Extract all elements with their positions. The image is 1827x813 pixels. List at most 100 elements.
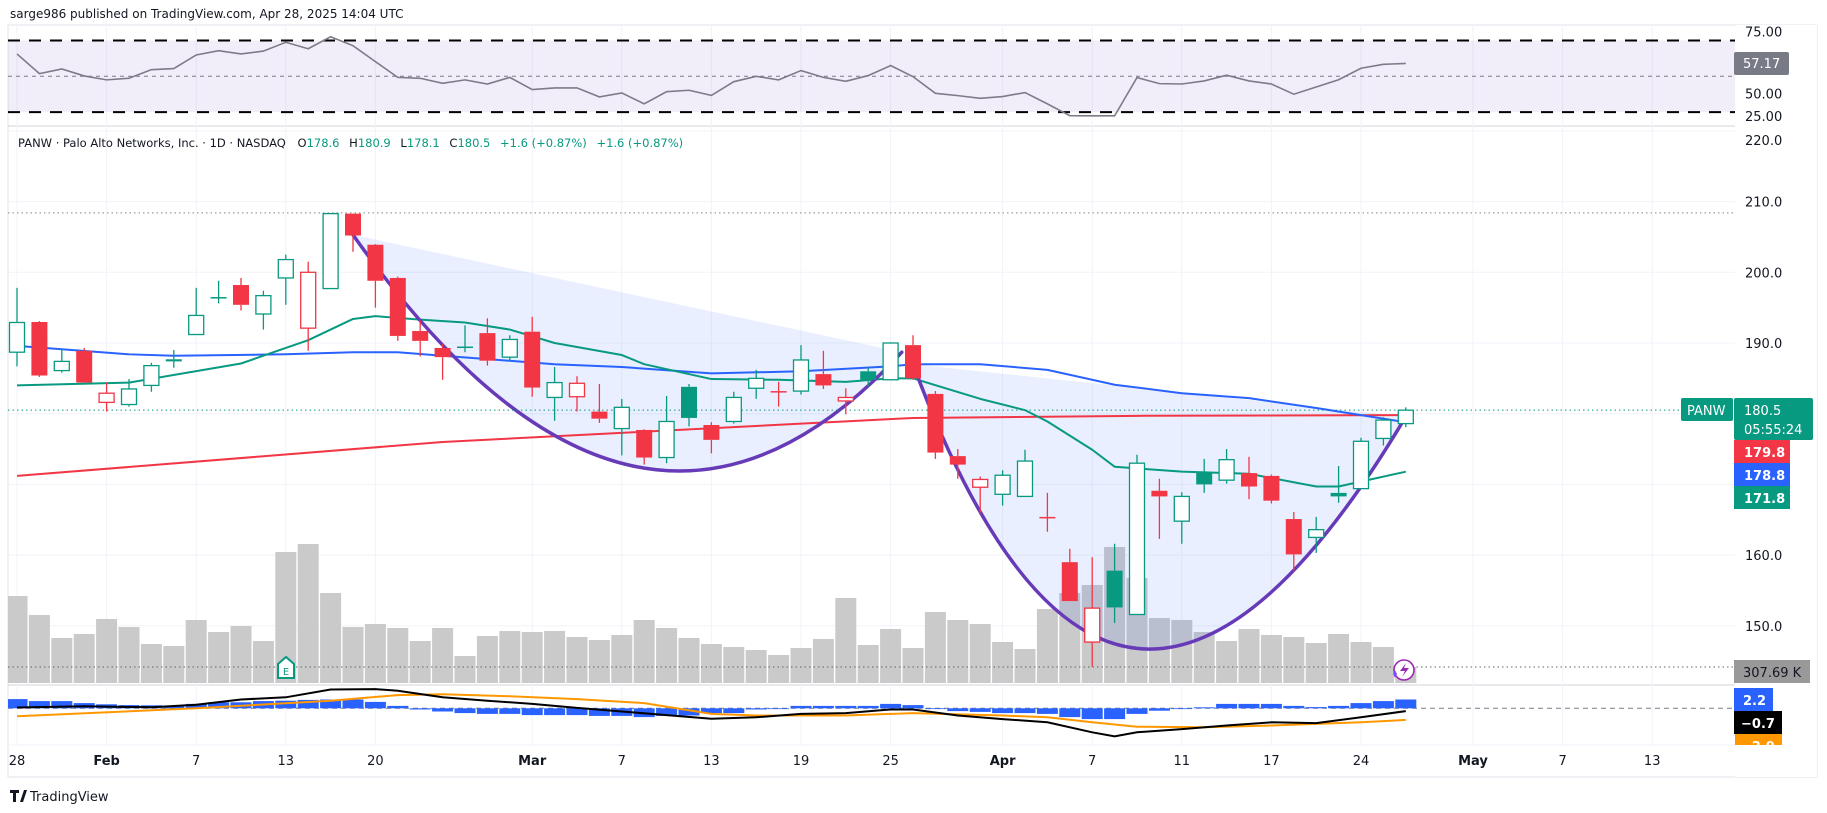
- candle[interactable]: [389, 276, 406, 341]
- macd-histogram-bar: [947, 708, 969, 712]
- candle[interactable]: [1196, 458, 1213, 493]
- candle[interactable]: [188, 287, 205, 336]
- time-axis[interactable]: 28Feb71320Mar7131925Apr7111724May7131: [9, 754, 1746, 769]
- candle-body: [613, 406, 630, 430]
- time-axis-label: 7: [1558, 754, 1566, 769]
- macd-histogram-bar: [51, 701, 73, 709]
- candle[interactable]: [8, 287, 26, 367]
- volume-bar: [275, 552, 297, 683]
- macd-value: −0.7: [1741, 717, 1775, 732]
- candle[interactable]: [1241, 456, 1257, 500]
- candle[interactable]: [255, 290, 272, 330]
- ma20-line: [16, 315, 1407, 488]
- candle[interactable]: [568, 376, 586, 412]
- candle-body: [524, 331, 541, 388]
- candle-body: [1218, 459, 1235, 481]
- candle[interactable]: [1061, 548, 1078, 602]
- candle[interactable]: [1285, 511, 1302, 571]
- candle[interactable]: [367, 244, 384, 308]
- lightning-icon[interactable]: [1393, 659, 1415, 681]
- candle[interactable]: [98, 382, 115, 412]
- candle[interactable]: [479, 318, 496, 366]
- candle[interactable]: [994, 470, 1011, 506]
- candle[interactable]: [1218, 449, 1235, 484]
- candle[interactable]: [1128, 454, 1146, 616]
- candle-body: [568, 382, 586, 398]
- candle[interactable]: [1173, 492, 1190, 544]
- candle[interactable]: [1375, 417, 1392, 446]
- candle[interactable]: [1016, 449, 1034, 498]
- tradingview-logo[interactable]: TradingView: [10, 790, 109, 805]
- candle[interactable]: [591, 384, 608, 423]
- candle[interactable]: [1263, 474, 1280, 504]
- candle[interactable]: [1151, 478, 1168, 539]
- candle[interactable]: [636, 429, 653, 465]
- candle[interactable]: [322, 212, 339, 290]
- ma200-line: [16, 414, 1406, 477]
- candle[interactable]: [277, 254, 294, 305]
- volume-bar: [768, 654, 790, 683]
- signal-value: −2.9: [1741, 740, 1775, 755]
- candle[interactable]: [31, 321, 48, 377]
- earnings-marker[interactable]: E: [277, 655, 295, 679]
- candle[interactable]: [1039, 492, 1056, 532]
- candle[interactable]: [143, 362, 160, 392]
- candle-body: [300, 271, 317, 329]
- macd-histogram-bar: [297, 699, 319, 709]
- candle[interactable]: [725, 391, 742, 424]
- volume-bar: [1260, 634, 1282, 683]
- candle[interactable]: [792, 345, 810, 395]
- candle[interactable]: [434, 343, 451, 380]
- grid: [8, 25, 1743, 745]
- candle[interactable]: [501, 335, 518, 361]
- candle[interactable]: [613, 398, 630, 456]
- candle[interactable]: [1330, 466, 1347, 503]
- candle[interactable]: [457, 325, 473, 353]
- candle-body: [927, 393, 944, 453]
- candle[interactable]: [905, 335, 921, 380]
- candle[interactable]: [1308, 516, 1325, 553]
- candle[interactable]: [210, 280, 227, 304]
- candle[interactable]: [300, 261, 317, 351]
- candle[interactable]: [837, 388, 854, 415]
- candle[interactable]: [703, 422, 720, 454]
- candle[interactable]: [524, 316, 541, 397]
- candle[interactable]: [658, 396, 675, 464]
- candle-body: [255, 294, 272, 315]
- candle[interactable]: [53, 349, 70, 373]
- candle[interactable]: [972, 476, 989, 513]
- candle[interactable]: [770, 381, 787, 407]
- candle[interactable]: [681, 384, 697, 427]
- candle[interactable]: [546, 367, 563, 421]
- rsi-line: [16, 35, 1406, 117]
- candle[interactable]: [345, 213, 361, 252]
- candle-body: [1106, 570, 1123, 608]
- candle[interactable]: [165, 350, 182, 368]
- legend-change: +1.6 (+0.87%): [500, 136, 587, 150]
- candle[interactable]: [949, 449, 966, 479]
- macd-histogram-bar: [656, 708, 678, 716]
- candle[interactable]: [1397, 407, 1414, 428]
- macd-histogram-bar: [1350, 703, 1372, 709]
- candle[interactable]: [860, 367, 877, 387]
- candle[interactable]: [748, 369, 765, 399]
- candle[interactable]: [120, 379, 138, 407]
- volume-bar: [1036, 608, 1058, 683]
- volume-bar: [588, 639, 610, 683]
- time-axis-label: 13: [703, 754, 720, 769]
- candle[interactable]: [882, 342, 899, 381]
- candle[interactable]: [412, 320, 429, 357]
- candle[interactable]: [815, 350, 832, 389]
- macd-histogram-bar: [1395, 699, 1417, 709]
- price-pane[interactable]: [7, 212, 1736, 683]
- candle[interactable]: [1106, 543, 1123, 623]
- macd-histogram-bar: [28, 701, 50, 709]
- candle[interactable]: [927, 391, 944, 459]
- legend-open-label: O: [298, 136, 307, 150]
- candle[interactable]: [1352, 437, 1370, 490]
- candle[interactable]: [1084, 557, 1101, 667]
- volume-bar: [544, 631, 566, 683]
- candle[interactable]: [76, 347, 93, 383]
- candle[interactable]: [233, 277, 249, 311]
